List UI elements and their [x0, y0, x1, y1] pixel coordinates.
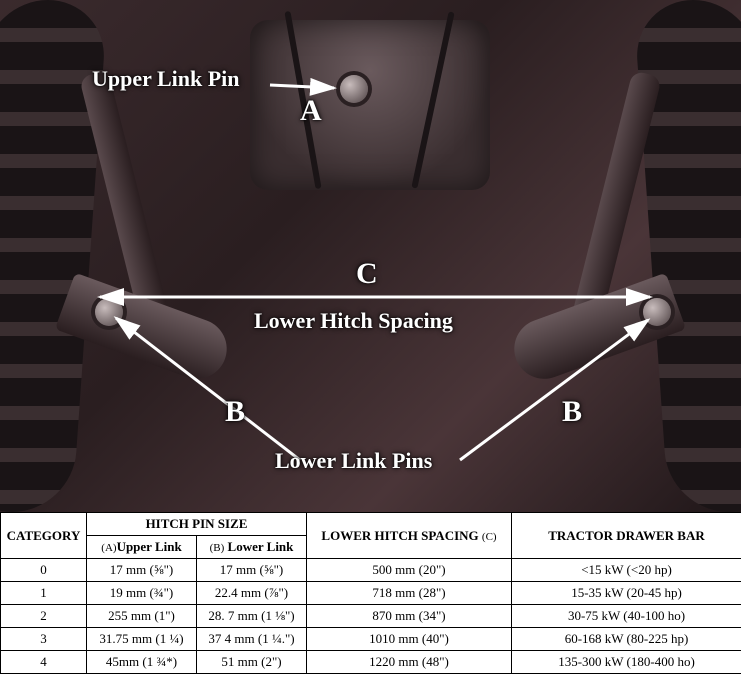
header-upper-text: Upper Link	[117, 539, 182, 554]
cell-upper: 31.75 mm (1 ¼)	[87, 628, 197, 651]
header-tractor: TRACTOR DRAWER BAR	[512, 513, 741, 559]
cell-tractor: 30-75 kW (40-100 ho)	[512, 605, 741, 628]
cell-cat: 0	[1, 559, 87, 582]
spec-table: CATEGORY HITCH PIN SIZE LOWER HITCH SPAC…	[0, 512, 741, 674]
cell-spacing: 1220 mm (48")	[307, 651, 512, 674]
cell-upper: 19 mm (¾")	[87, 582, 197, 605]
header-lower-text: Lower Link	[228, 539, 294, 554]
cell-upper: 45mm (1 ¾*)	[87, 651, 197, 674]
cell-upper: 255 mm (1")	[87, 605, 197, 628]
cell-lower: 22.4 mm (⅞")	[197, 582, 307, 605]
annotation-svg	[0, 0, 741, 512]
header-spacing-suffix: (C)	[482, 531, 497, 543]
cell-cat: 3	[1, 628, 87, 651]
cell-tractor: 15-35 kW (20-45 hp)	[512, 582, 741, 605]
header-lower: (B) Lower Link	[197, 536, 307, 559]
cell-cat: 4	[1, 651, 87, 674]
spec-table-body: 0 17 mm (⅝") 17 mm (⅝") 500 mm (20") <15…	[1, 559, 741, 674]
cell-lower: 37 4 mm (1 ¼.")	[197, 628, 307, 651]
table-row: 2 255 mm (1") 28. 7 mm (1 ⅛") 870 mm (34…	[1, 605, 741, 628]
cell-spacing: 500 mm (20")	[307, 559, 512, 582]
header-upper-prefix: (A)	[101, 542, 116, 554]
cell-cat: 1	[1, 582, 87, 605]
cell-tractor: 135-300 kW (180-400 ho)	[512, 651, 741, 674]
cell-lower: 28. 7 mm (1 ⅛")	[197, 605, 307, 628]
cell-tractor: <15 kW (<20 hp)	[512, 559, 741, 582]
header-lower-prefix: (B)	[210, 542, 225, 554]
header-pin-group: HITCH PIN SIZE	[87, 513, 307, 536]
hitch-diagram: Upper Link Pin A C Lower Hitch Spacing B…	[0, 0, 741, 512]
cell-upper: 17 mm (⅝")	[87, 559, 197, 582]
table-row: 3 31.75 mm (1 ¼) 37 4 mm (1 ¼.") 1010 mm…	[1, 628, 741, 651]
table-row: 4 45mm (1 ¾*) 51 mm (2") 1220 mm (48") 1…	[1, 651, 741, 674]
cell-spacing: 1010 mm (40")	[307, 628, 512, 651]
table-header-row-1: CATEGORY HITCH PIN SIZE LOWER HITCH SPAC…	[1, 513, 741, 536]
cell-lower: 17 mm (⅝")	[197, 559, 307, 582]
cell-cat: 2	[1, 605, 87, 628]
cell-tractor: 60-168 kW (80-225 hp)	[512, 628, 741, 651]
header-spacing: LOWER HITCH SPACING (C)	[307, 513, 512, 559]
table-row: 1 19 mm (¾") 22.4 mm (⅞") 718 mm (28") 1…	[1, 582, 741, 605]
header-category: CATEGORY	[1, 513, 87, 559]
header-spacing-main: LOWER HITCH SPACING	[321, 528, 478, 543]
cell-spacing: 718 mm (28")	[307, 582, 512, 605]
table-row: 0 17 mm (⅝") 17 mm (⅝") 500 mm (20") <15…	[1, 559, 741, 582]
header-upper: (A)Upper Link	[87, 536, 197, 559]
cell-lower: 51 mm (2")	[197, 651, 307, 674]
cell-spacing: 870 mm (34")	[307, 605, 512, 628]
